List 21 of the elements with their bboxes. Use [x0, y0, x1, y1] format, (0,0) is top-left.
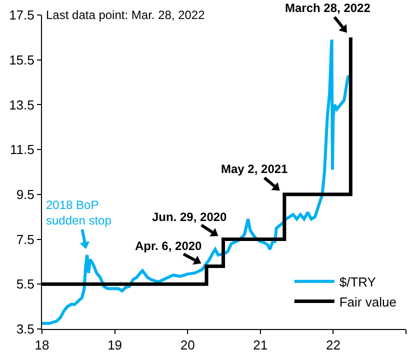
legend-label: Fair value: [339, 294, 396, 310]
annotation: May 2, 2021: [221, 162, 288, 176]
y-tick-label: 13.5: [9, 97, 34, 112]
y-tick-label: 7.5: [16, 232, 34, 247]
y-tick-label: 11.5: [10, 142, 34, 158]
annotation: 2018 BoP sudden stop: [46, 198, 112, 228]
y-tick-label: 17.5: [9, 8, 34, 23]
x-tick-label: 22: [326, 338, 340, 353]
annotation: March 28, 2022: [285, 1, 371, 15]
x-tick-label: 18: [34, 338, 50, 353]
y-tick-label: 5.5: [16, 276, 34, 292]
x-tick-label: 21: [253, 338, 268, 353]
x-tick-label: 19: [108, 338, 122, 353]
legend-label: $/TRY: [339, 274, 376, 290]
annotation: Last data point: Mar. 28, 2022: [46, 8, 206, 22]
y-tick-label: 9.5: [16, 186, 34, 202]
annotation: Apr. 6, 2020: [135, 239, 202, 253]
annotation: Jun. 29, 2020: [152, 210, 228, 224]
y-tick-label: 3.5: [16, 322, 34, 337]
y-tick-label: 15.5: [9, 52, 34, 68]
x-tick-label: 20: [180, 338, 195, 353]
